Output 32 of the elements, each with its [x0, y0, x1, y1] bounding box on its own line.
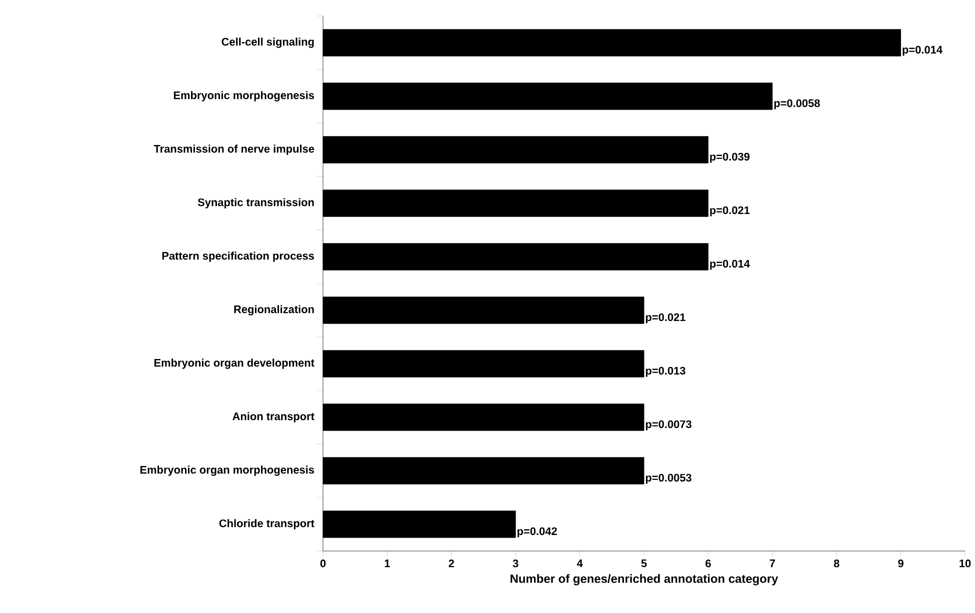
x-tick-label: 6 [706, 560, 711, 568]
annotation: p=0.042 [518, 527, 557, 538]
x-tick-label: 4 [576, 560, 583, 568]
x-tick-label: 10 [960, 560, 971, 568]
annotation: p=0.014 [710, 260, 750, 270]
y-tick-label: Embryonic organ morphogenesis [140, 466, 314, 476]
y-tick-label: Embryonic organ development [154, 358, 314, 369]
x-tick-label: 9 [898, 560, 904, 568]
y-tick-label: Transmission of nerve impulse [154, 144, 314, 155]
x-tick-label: 3 [512, 560, 518, 568]
x-tick-label: 2 [448, 560, 454, 568]
annotation: p=0.0058 [774, 99, 820, 110]
x-tick-label: 5 [641, 560, 647, 568]
y-tick-label: Chloride transport [219, 519, 314, 530]
annotation: p=0.0053 [646, 474, 692, 484]
annotation: p=0.021 [646, 313, 686, 324]
annotation: p=0.021 [710, 206, 750, 216]
x-axis-title: Number of genes/enriched annotation category [510, 574, 778, 586]
annotation: p=0.0073 [646, 420, 692, 430]
x-tick-label: 0 [320, 560, 326, 568]
y-tick-label: Cell-cell signaling [222, 38, 314, 48]
y-tick-label: Synaptic transmission [198, 198, 314, 208]
x-tick-label: 8 [834, 560, 840, 568]
x-tick-label: 1 [384, 560, 390, 568]
y-tick-label: Anion transport [232, 412, 314, 422]
x-tick-label: 7 [770, 560, 775, 568]
y-tick-label: Pattern specification process [162, 252, 314, 262]
y-tick-label: Embryonic morphogenesis [174, 91, 314, 102]
annotation: p=0.014 [902, 46, 942, 56]
annotation: p=0.039 [710, 152, 750, 163]
annotation: p=0.013 [646, 366, 686, 377]
y-tick-label: Regionalization [234, 305, 314, 316]
